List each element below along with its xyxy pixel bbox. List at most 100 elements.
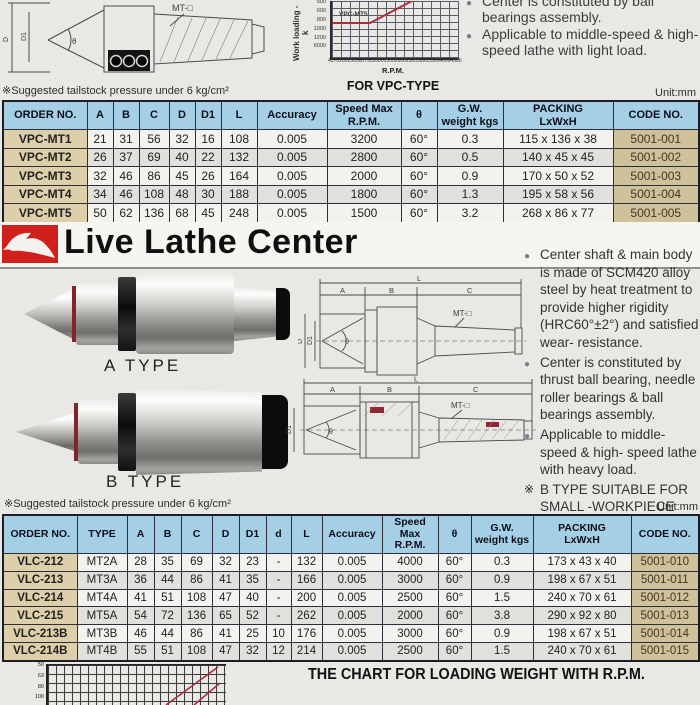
table-cell: 36 bbox=[126, 570, 155, 590]
table-row: VLC-213 MT3A 36 44 86 41 35-166 0.005 3000 60° 0.9… bbox=[2, 570, 700, 590]
table-cell: 1800 bbox=[326, 184, 402, 204]
loading-curve bbox=[165, 666, 219, 705]
b-type-drawing: L A B C D1 θ MT-□ bbox=[286, 376, 536, 459]
table-cell: VPC-MT5 bbox=[2, 203, 88, 223]
vpc-load-chart: Work loading - k 500 600 800 1000 1200 6000 V… bbox=[292, 0, 472, 98]
column-header: Speed Max R.P.M. bbox=[326, 100, 402, 130]
table-cell: 46 bbox=[112, 166, 140, 186]
bullet-item: ● Applicable to middle-speed & high- spee… bbox=[524, 426, 700, 479]
table-cell: 240 x 70 x 61 bbox=[532, 588, 632, 608]
table-cell: 240 x 70 x 61 bbox=[532, 641, 632, 662]
table-cell: 47 bbox=[211, 641, 240, 662]
bullet-text: Applicable to middle-speed & high- speed… bbox=[540, 426, 697, 478]
table-cell: 69 bbox=[138, 147, 170, 167]
table-cell: 72 bbox=[153, 606, 182, 626]
red-ring bbox=[72, 286, 76, 342]
table-cell: VLC-213B bbox=[2, 624, 78, 643]
table-cell: 22 bbox=[194, 147, 222, 167]
table-cell: 132 bbox=[220, 147, 258, 167]
table-cell: 23 bbox=[238, 553, 267, 572]
table-cell: 166 bbox=[290, 570, 323, 590]
table-cell: 5001-014 bbox=[630, 624, 700, 643]
loading-chart-y-ticks: 50 63 80 100 bbox=[26, 662, 44, 701]
table-cell: MT2A bbox=[76, 553, 128, 572]
table-cell: MT3B bbox=[76, 624, 128, 643]
a-type-drawing: L A B C D D1 θ MT-□ bbox=[298, 274, 526, 376]
mt-taper-label: MT-□ bbox=[453, 309, 472, 318]
table-cell: 28 bbox=[126, 553, 155, 572]
column-header: θ bbox=[400, 100, 438, 130]
bearing-highlight bbox=[370, 407, 384, 413]
tick-label: 4500 bbox=[450, 58, 462, 64]
bullet-marker: ※ bbox=[524, 481, 535, 496]
table-cell: 0.005 bbox=[256, 129, 328, 149]
table-cell: 3000 bbox=[381, 624, 439, 643]
table-cell: 65 bbox=[211, 606, 240, 626]
tick-label: 4000 bbox=[439, 58, 451, 64]
chart-x-ticks: 45 70 100 250 500 750 1000 1500 2000 2500 3000 3500… bbox=[328, 58, 462, 64]
column-header: A bbox=[126, 514, 155, 554]
column-header: L bbox=[220, 100, 258, 130]
a-type-photo bbox=[8, 272, 290, 356]
brand-eagle-logo bbox=[2, 225, 58, 263]
table-cell: 0.005 bbox=[256, 203, 328, 223]
table-cell: 60° bbox=[437, 624, 472, 643]
table-cell: 51 bbox=[153, 641, 182, 662]
unit-label: Unit:mm bbox=[655, 87, 696, 99]
tick-label: 80 bbox=[37, 683, 44, 690]
table-row: VPC-MT2 26 37 69 40 22 132 0.005 2800 60° 0.5 140 x… bbox=[2, 147, 700, 167]
tick-label: 6000 bbox=[313, 43, 326, 50]
table-cell: 0.9 bbox=[436, 166, 504, 186]
column-header: L bbox=[290, 514, 323, 554]
table-cell: 50 bbox=[86, 203, 114, 223]
end-cap bbox=[262, 395, 288, 469]
table-cell: 176 bbox=[290, 624, 323, 643]
dim-label-b: B bbox=[389, 286, 394, 295]
chart-y-ticks: 500 600 800 1000 1200 6000 bbox=[304, 0, 326, 50]
tick-label: 250 bbox=[347, 58, 356, 64]
black-ring bbox=[118, 393, 136, 471]
header-row: ORDER NO. A B C D D1 L Accuracy Speed Max R.P.M.… bbox=[2, 100, 700, 130]
table-cell: 0.3 bbox=[436, 129, 504, 149]
vpc-mt5-curve bbox=[332, 1, 413, 24]
table-cell: 60° bbox=[437, 588, 472, 608]
table-row: VLC-214B MT4B 55 51 108 47 32 12 214 0.005 2500 60°… bbox=[2, 641, 700, 662]
table-cell: 30 bbox=[194, 184, 222, 204]
bearing-ball bbox=[122, 54, 136, 68]
table-cell: - bbox=[265, 570, 292, 590]
mt-taper-label: MT-□ bbox=[451, 401, 470, 410]
table-cell: 34 bbox=[86, 184, 114, 204]
bullet-marker: ● bbox=[466, 0, 473, 9]
table-cell: 1.5 bbox=[470, 588, 534, 608]
table-cell: 170 x 50 x 52 bbox=[502, 166, 614, 186]
table-cell: 0.3 bbox=[470, 553, 534, 572]
table-cell: 108 bbox=[180, 641, 213, 662]
bullet-marker: ● bbox=[524, 251, 531, 262]
table-cell: 5001-001 bbox=[612, 129, 700, 149]
table-cell: 0.005 bbox=[321, 553, 383, 572]
column-header: B bbox=[112, 100, 140, 130]
table-cell: 0.005 bbox=[321, 624, 383, 643]
table-cell: 31 bbox=[112, 129, 140, 149]
table-cell: 5001-011 bbox=[630, 570, 700, 590]
table-cell: 248 bbox=[220, 203, 258, 223]
table-row: VLC-212 MT2A 28 35 69 32 23-132 0.005 4000 60° 0.3… bbox=[2, 553, 700, 572]
tick-label: 45 bbox=[328, 58, 334, 64]
table-cell: 60° bbox=[400, 184, 438, 204]
table-cell: MT5A bbox=[76, 606, 128, 626]
table-row: VPC-MT1 21 31 56 32 16 108 0.005 3200 60° 0.3 115 x… bbox=[2, 129, 700, 149]
tick-label: 750 bbox=[364, 58, 373, 64]
column-header: G.W. weight kgs bbox=[470, 514, 534, 554]
table-cell: VPC-MT2 bbox=[2, 147, 88, 167]
bullet-item: ● Center is constituted by ball bearings … bbox=[466, 0, 700, 25]
vpc-feature-list: ● Center is constituted by ball bearings … bbox=[466, 0, 700, 60]
bullet-marker: ● bbox=[524, 430, 531, 442]
table-cell: 0.005 bbox=[321, 570, 383, 590]
column-header: θ bbox=[437, 514, 472, 554]
table-cell: 188 bbox=[220, 184, 258, 204]
table-cell: 21 bbox=[86, 129, 114, 149]
table-cell: 3000 bbox=[381, 570, 439, 590]
table-cell: 195 x 58 x 56 bbox=[502, 184, 614, 204]
table-cell: VLC-214B bbox=[2, 641, 78, 662]
table-cell: 0.5 bbox=[436, 147, 504, 167]
